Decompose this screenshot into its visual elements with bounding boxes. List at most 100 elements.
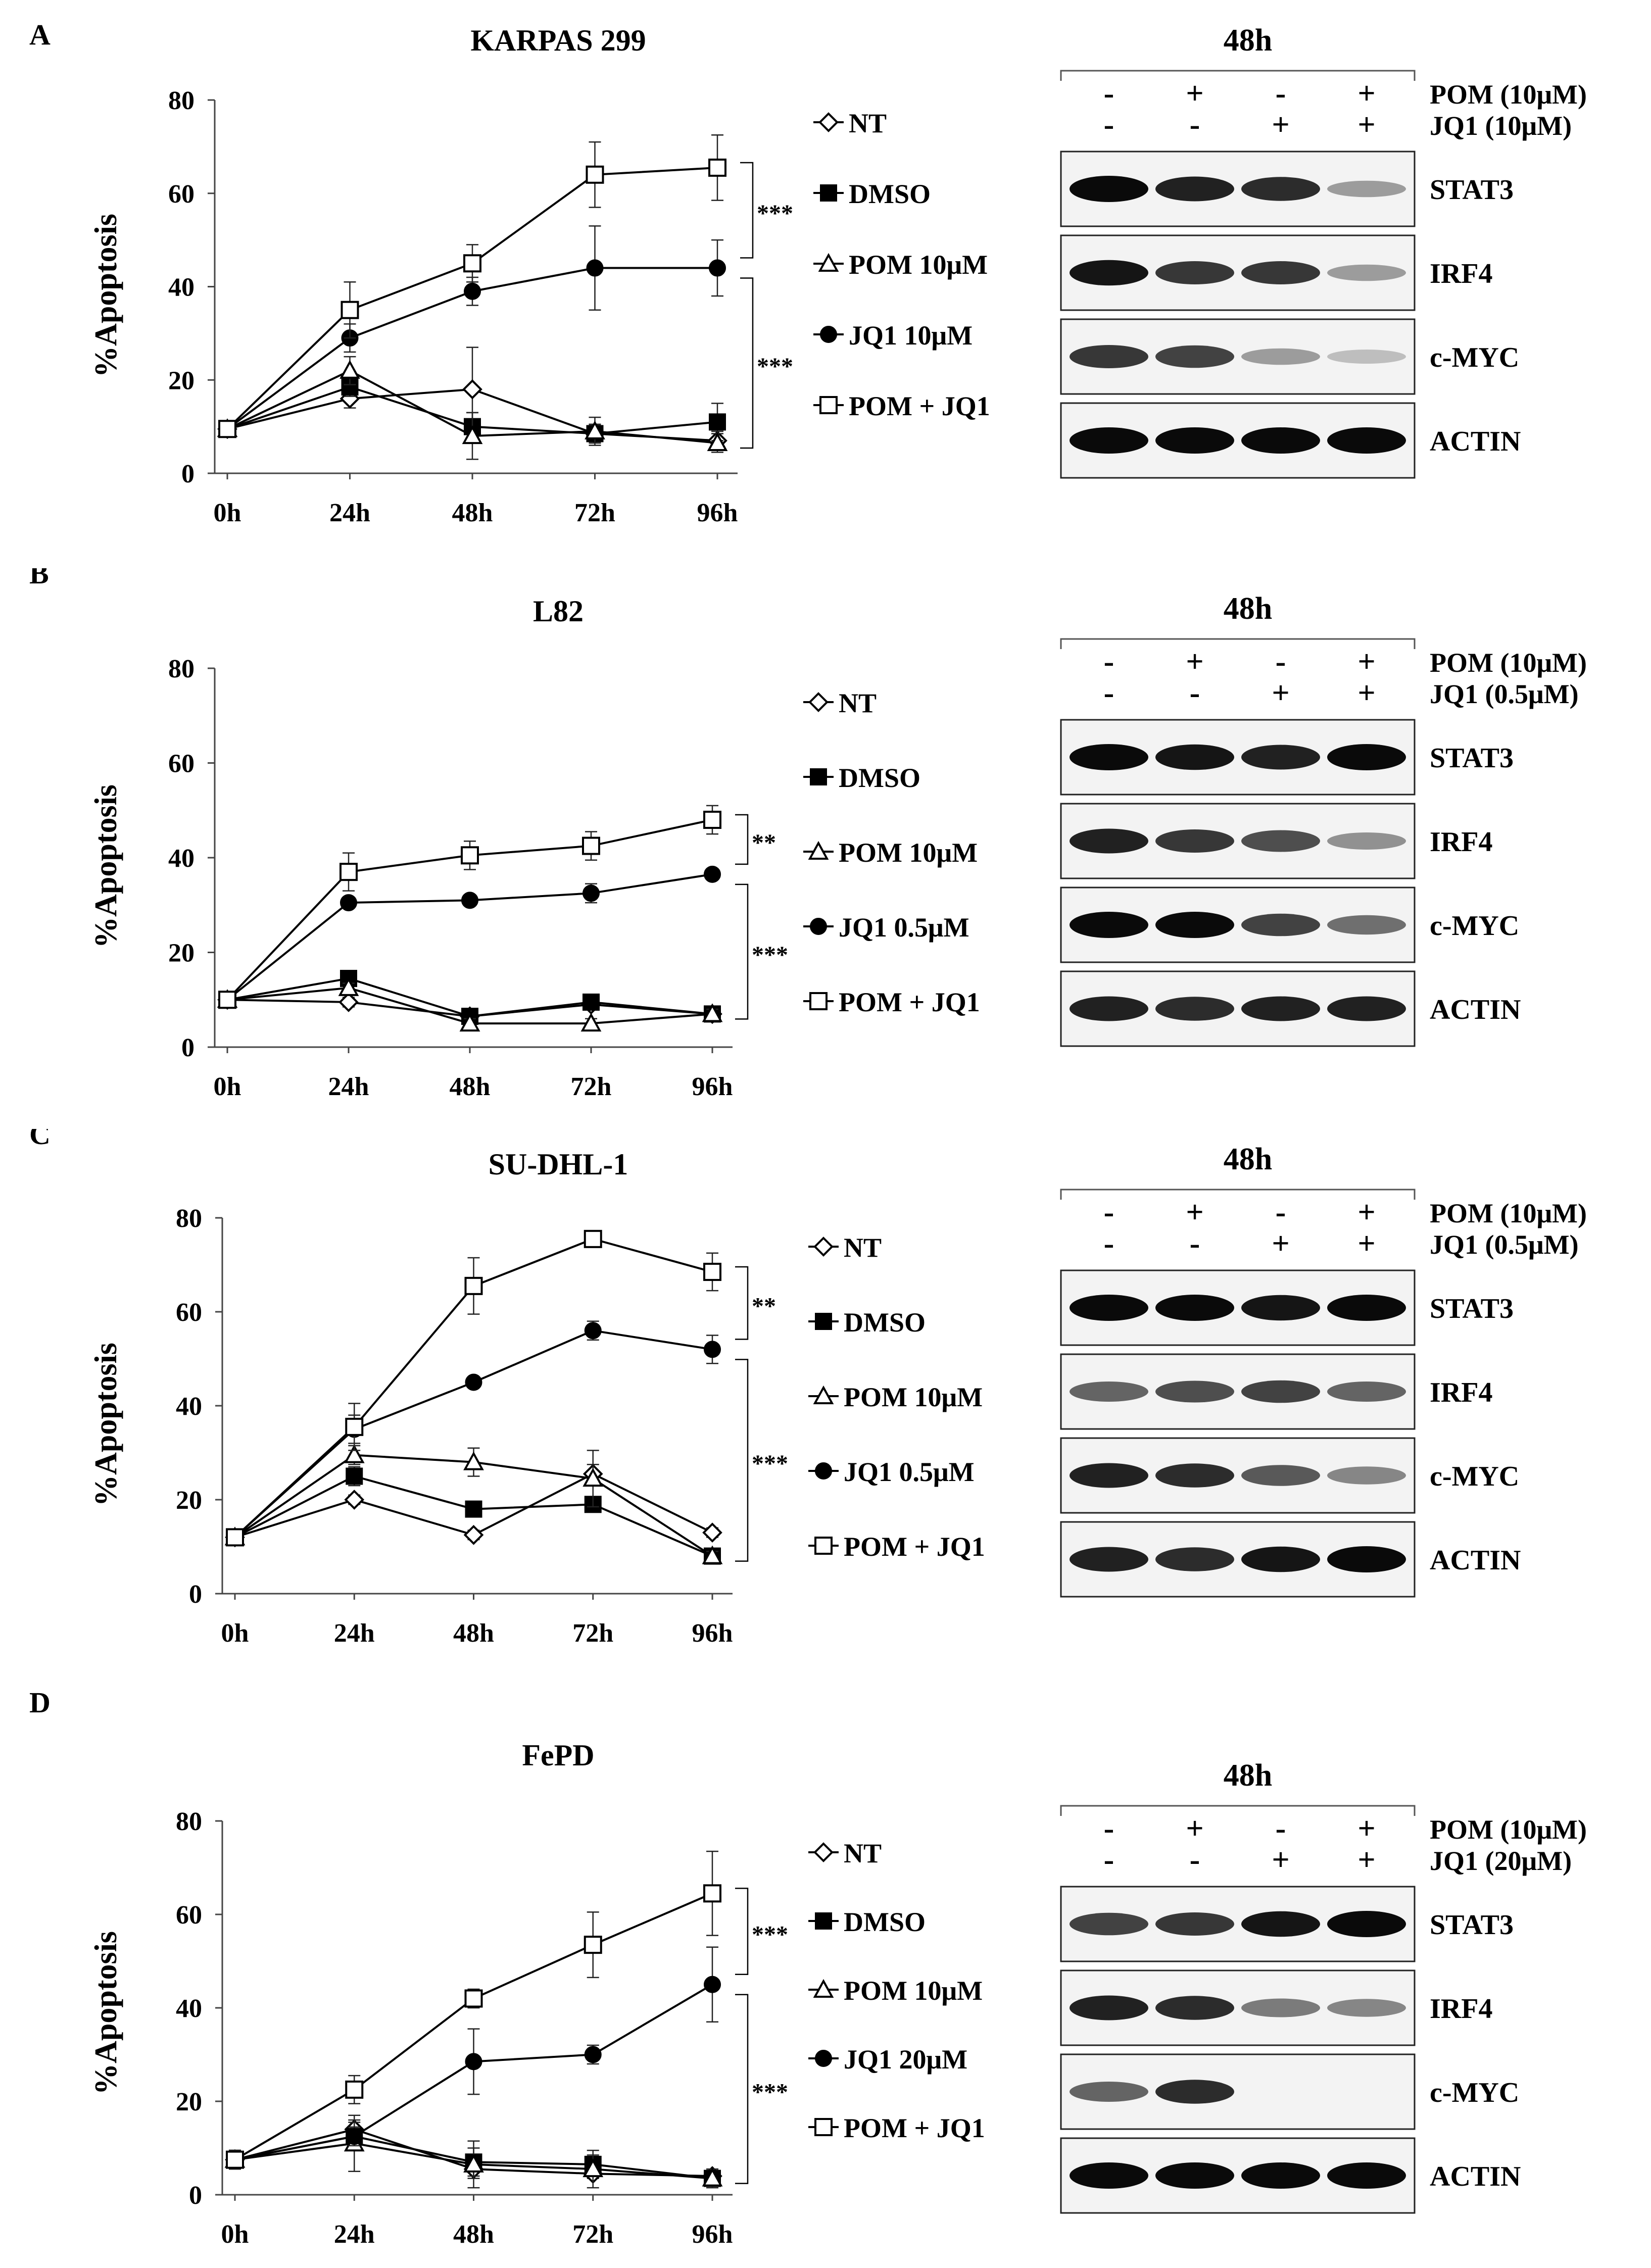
minus-sign: - [1276,645,1286,679]
blot-band [1327,915,1406,935]
minus-sign: - [1104,1811,1114,1846]
open-square-marker [584,1936,602,1954]
y-tick-label: 20 [168,366,195,395]
plus-sign: + [1186,1195,1203,1229]
bracket-line [740,277,754,449]
significance-bracket: *** [735,1888,788,1975]
blot-band [1327,744,1406,770]
open-square-marker [226,1528,244,1547]
plus-sign: + [1357,645,1375,679]
blot-band [1155,1295,1234,1321]
apoptosis-chart: 0 20 40 60 80 0h 24h 48h 72h 96h *** *** NT DMSO POM 1… [168,86,990,527]
circle-marker [815,2050,832,2067]
square-marker [810,768,827,785]
blot-strip-actin: ACTIN [1060,970,1521,1047]
western-blot: 48h- + - + POM (10μM)- - + + JQ1 (10μM)STAT3IRF4… [1060,23,1587,479]
blot-band [1155,176,1234,202]
open-square-marker [218,420,236,438]
legend-entry: NT [803,688,877,718]
x-tick-label: 48h [453,2220,494,2249]
blot-band [1327,832,1406,850]
diamond-marker [344,1490,365,1510]
circle-marker [704,1976,721,1993]
y-tick-label: 60 [168,750,195,778]
blot-band [1070,1295,1148,1321]
blot-strip-actin: ACTIN [1060,2137,1521,2214]
open-square-marker [814,1537,833,1555]
x-tick-label: 96h [692,1072,733,1101]
triangle-marker [462,425,483,445]
triangle-marker [702,2167,723,2187]
series-pom-jq1 [226,1850,721,2170]
blot-band [1241,745,1320,770]
blot-band [1241,1295,1320,1321]
significance-stars: *** [752,1921,788,1948]
panel-letter: B [29,568,49,590]
blot-band [1070,828,1148,854]
legend-label: NT [844,1838,882,1868]
legend-entry: DMSO [808,1907,926,1937]
blot-band [1327,2162,1406,2189]
bracket-line [740,162,754,259]
triangle-marker [338,977,359,996]
x-tick-label: 48h [453,1619,494,1648]
blot-strip-irf4: IRF4 [1060,1969,1492,2046]
protein-label: IRF4 [1430,826,1492,858]
circle-marker [704,865,721,883]
time-label: 48h [1224,23,1272,58]
blot-band [1155,912,1234,938]
legend-entry: POM + JQ1 [813,391,990,421]
legend-entry: POM 10μM [803,837,978,868]
figure-panel-c: C SU-DHL-1 %Apoptosis 0 20 40 60 80 0h 24h 48h 7… [0,1129,1651,1690]
western-blot: 48h- + - + POM (10μM)- - + + JQ1 (20μM)STAT3IRF4… [1060,1758,1587,2214]
panel-letter: D [29,1690,51,1719]
protein-label: ACTIN [1430,2161,1521,2192]
protein-label: IRF4 [1430,1993,1492,2025]
x-tick-label: 72h [572,2220,613,2249]
series-pom-10-m [224,2114,723,2189]
legend-entry: POM 10μM [808,1976,983,2006]
circle-marker [810,918,827,935]
blot-band [1155,1996,1234,2020]
y-axis-label: %Apoptosis [89,784,123,948]
blot-strip-irf4: IRF4 [1060,234,1492,311]
treatment-label: POM (10μM) [1430,1814,1587,1845]
plus-sign: + [1357,108,1375,142]
time-label: 48h [1224,1142,1272,1176]
plus-sign: + [1272,1843,1289,1877]
blot-band [1327,1382,1406,1402]
protein-label: c-MYC [1430,342,1519,373]
blot-band [1241,1380,1320,1403]
time-label: 48h [1224,1758,1272,1793]
blot-band [1070,996,1148,1021]
figure-panel-d: D FePD %Apoptosis 0 20 40 60 80 0h 24h 48h 72h 96… [0,1690,1651,2250]
diamond-marker [702,1522,722,1543]
triangle-marker [813,1385,834,1404]
triangle-marker [582,2158,604,2178]
plus-sign: + [1357,1811,1375,1846]
legend-entry: NT [808,1838,882,1868]
chart-title: FePD [522,1739,594,1772]
open-square-marker [586,165,604,184]
circle-marker [464,282,481,300]
panel-letter: C [29,1129,51,1151]
series-pom-jq1 [218,805,721,1009]
minus-sign: - [1104,676,1114,710]
square-marker [815,1313,832,1330]
circle-marker [340,894,357,912]
minus-sign: - [1190,676,1200,710]
blot-band [1241,1465,1320,1486]
series-pom-10-m [217,977,723,1032]
blot-band [1241,427,1320,454]
y-tick-label: 80 [168,86,195,115]
time-bracket [1060,1805,1416,1816]
blot-band [1327,1546,1406,1572]
x-tick-label: 48h [452,499,493,527]
blot-band [1155,261,1234,284]
blot-strip-c-myc: c-MYC [1060,886,1519,963]
protein-label: IRF4 [1430,258,1492,289]
legend-entry: POM + JQ1 [808,2113,985,2143]
open-square-marker [582,836,600,855]
significance-bracket: *** [740,277,793,449]
legend-label: POM 10μM [839,837,978,868]
